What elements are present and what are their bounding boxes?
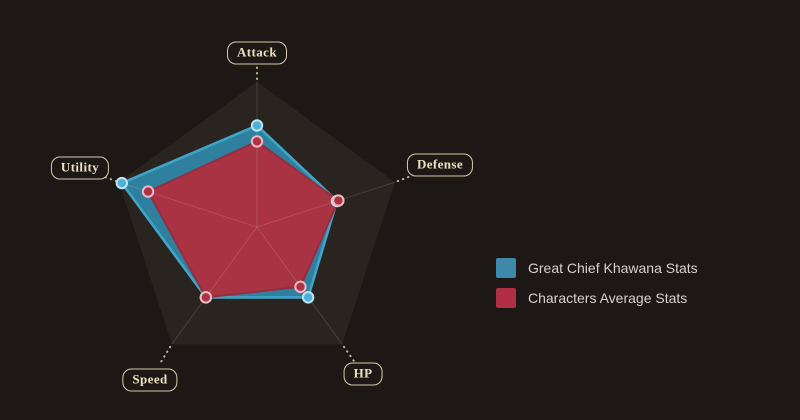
axis-label-utility: Utility [50,156,110,180]
legend-label-khawana: Great Chief Khawana Stats [528,260,698,276]
axis-label-attack: Attack [227,41,287,65]
connector-hp [342,345,355,362]
marker-series1-utility[interactable] [141,185,155,198]
axis-label-speed: Speed [122,368,178,392]
legend-item-average[interactable]: Characters Average Stats [496,288,698,308]
marker-series0-utility[interactable] [115,176,129,190]
legend-label-average: Characters Average Stats [528,290,688,306]
marker-series1-speed[interactable] [199,291,213,304]
marker-series0-hp[interactable] [301,291,315,304]
legend-swatch-average [496,288,516,308]
marker-series1-hp[interactable] [294,280,307,294]
legend: Great Chief Khawana Stats Characters Ave… [496,258,698,308]
marker-series1-attack[interactable] [250,135,264,148]
series-polygon-1[interactable] [147,140,340,299]
connector-speed [160,345,172,363]
legend-swatch-khawana [496,258,516,278]
connector-defense [396,174,415,183]
legend-item-khawana[interactable]: Great Chief Khawana Stats [496,258,698,278]
axis-line-speed [171,226,258,345]
axis-line-utility [118,181,258,228]
axis-label-defense: Defense [406,153,474,177]
axis-label-hp: HP [343,362,383,386]
axis-line-defense [256,181,396,228]
marker-series1-defense[interactable] [332,194,345,207]
marker-series0-attack[interactable] [250,119,264,132]
